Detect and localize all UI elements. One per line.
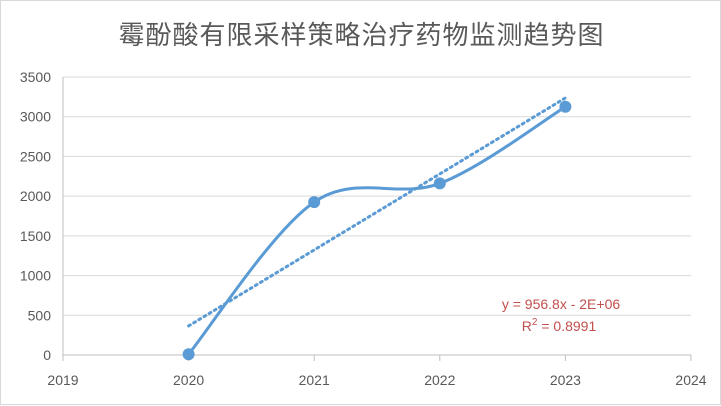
y-tick-label: 1000 bbox=[20, 268, 51, 284]
data-point bbox=[433, 177, 446, 190]
data-point bbox=[308, 196, 321, 209]
y-tick-label: 1500 bbox=[20, 228, 51, 244]
tick-labels: 0 500 1000 1500 2000 2500 3000 3500 2019 2020 2021… bbox=[20, 69, 707, 388]
y-tick-label: 2000 bbox=[20, 188, 51, 204]
data-point bbox=[559, 100, 572, 113]
trendline bbox=[187, 96, 567, 328]
series-line bbox=[187, 105, 567, 356]
gridlines bbox=[63, 76, 691, 316]
y-tick-label: 2500 bbox=[20, 148, 51, 164]
data-point bbox=[182, 348, 195, 361]
y-tick-label: 500 bbox=[28, 307, 52, 323]
r2-value: = 0.8991 bbox=[537, 318, 596, 334]
x-tick-label: 2022 bbox=[424, 372, 455, 388]
trendline-r-squared: R2 = 0.8991 bbox=[522, 317, 597, 334]
r2-superscript: 2 bbox=[532, 317, 538, 328]
chart-title: 霉酚酸有限采样策略治疗药物监测趋势图 bbox=[118, 21, 605, 51]
trendline-equation: y = 956.8x - 2E+06 bbox=[502, 296, 621, 312]
x-tick-label: 2023 bbox=[550, 372, 581, 388]
trendline-group bbox=[187, 96, 567, 328]
series-group bbox=[182, 100, 572, 361]
r2-prefix: R bbox=[522, 318, 532, 334]
y-tick-label: 0 bbox=[43, 347, 51, 363]
y-tick-label: 3000 bbox=[20, 109, 51, 125]
x-tick-label: 2024 bbox=[675, 372, 706, 388]
axes bbox=[62, 77, 692, 361]
x-tick-label: 2020 bbox=[173, 372, 204, 388]
x-tick-label: 2021 bbox=[299, 372, 330, 388]
x-tick-label: 2019 bbox=[47, 372, 78, 388]
y-tick-label: 3500 bbox=[20, 69, 51, 85]
